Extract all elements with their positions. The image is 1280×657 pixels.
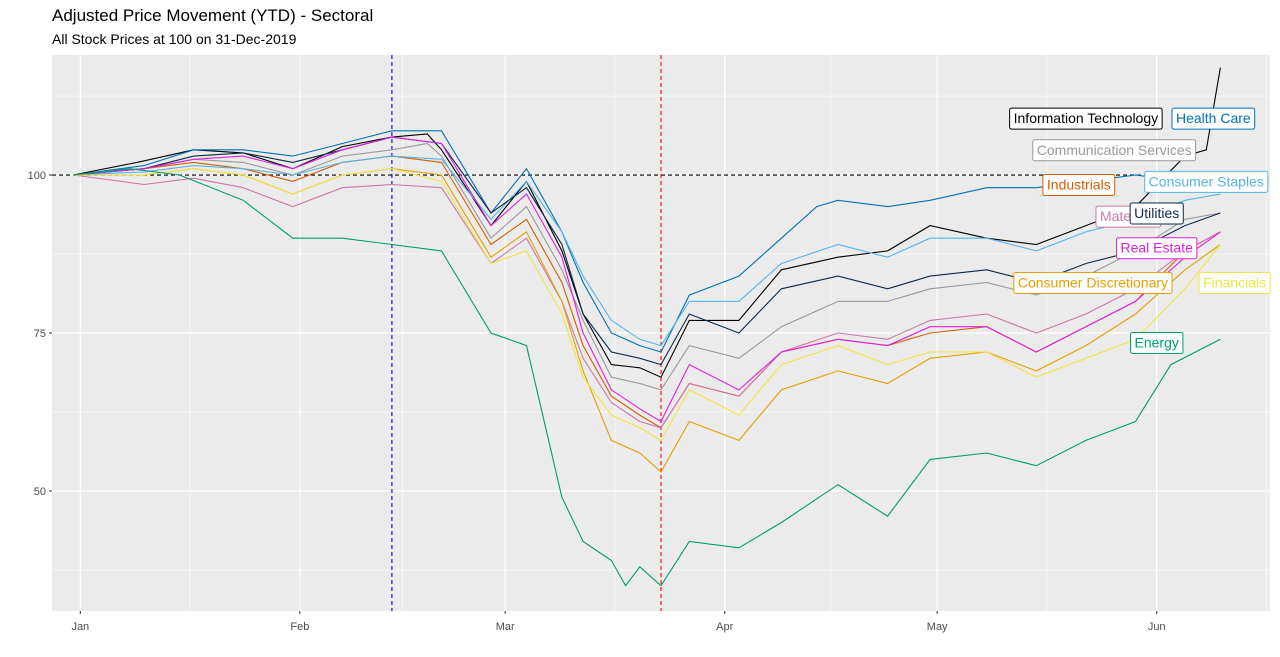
series-line-financials [73, 168, 1221, 442]
series-line-real-estate [73, 136, 1221, 423]
series-label-box [1013, 271, 1173, 294]
series-label-text: Information Technology [1014, 110, 1159, 126]
x-tick-label: May [927, 621, 948, 633]
series-label-box [1129, 202, 1184, 225]
series-label-industrials: Industrials [1042, 174, 1116, 197]
series-label-health-care: Health Care [1171, 107, 1256, 130]
series-label-text: Consumer Staples [1149, 173, 1264, 189]
series-label-box [1009, 107, 1163, 130]
series-label-utilities: Utilities [1129, 202, 1184, 225]
series-label-text: Health Care [1176, 110, 1251, 126]
series-label-box [1130, 331, 1184, 354]
series-label-text: Communication Services [1037, 142, 1192, 158]
series-label-communication-services: Communication Services [1032, 139, 1197, 162]
series-label-consumer-staples: Consumer Staples [1144, 170, 1269, 193]
x-tick-label: Mar [496, 621, 515, 633]
axes: 50 75 100 Jan Feb Mar Apr May Jun [28, 170, 1166, 633]
chart-title: Adjusted Price Movement (YTD) - Sectoral [52, 6, 374, 25]
y-tick-label: 75 [34, 328, 46, 340]
series-line-materials [73, 174, 1221, 429]
series-lines [73, 67, 1221, 587]
series-label-financials: Financials [1198, 271, 1271, 294]
x-tick-label: Jun [1148, 621, 1166, 633]
series-label-consumer-discretionary: Consumer Discretionary [1013, 271, 1173, 294]
series-label-text: Industrials [1047, 177, 1111, 193]
y-tick-label: 100 [28, 170, 46, 182]
series-line-communication-services [73, 142, 1221, 391]
series-label-box [1144, 170, 1269, 193]
series-label-text: Real Estate [1121, 240, 1194, 256]
series-line-health-care [73, 130, 1221, 353]
series-label-box [1042, 174, 1116, 197]
series-label-text: Utilities [1134, 205, 1179, 221]
series-label-text: Consumer Discretionary [1018, 274, 1168, 290]
y-tick-label: 50 [34, 486, 46, 498]
series-label-box [1116, 237, 1198, 260]
chart-subtitle: All Stock Prices at 100 on 31-Dec-2019 [52, 31, 297, 47]
series-label-information-technology: Information Technology [1009, 107, 1163, 130]
series-label-energy: Energy [1130, 331, 1184, 354]
series-line-energy [73, 168, 1221, 587]
series-label-box [1198, 271, 1271, 294]
x-tick-label: Jan [71, 621, 89, 633]
series-label-box [1032, 139, 1197, 162]
series-label-box [1171, 107, 1256, 130]
series-label-text: Energy [1135, 334, 1179, 350]
series-labels: Information Technology Health Care Communi… [1009, 107, 1271, 354]
x-tick-label: Feb [290, 621, 309, 633]
x-tick-label: Apr [716, 621, 733, 633]
series-label-text: Financials [1203, 274, 1266, 290]
series-label-real-estate: Real Estate [1116, 237, 1198, 260]
series-line-consumer-staples [73, 155, 1221, 347]
